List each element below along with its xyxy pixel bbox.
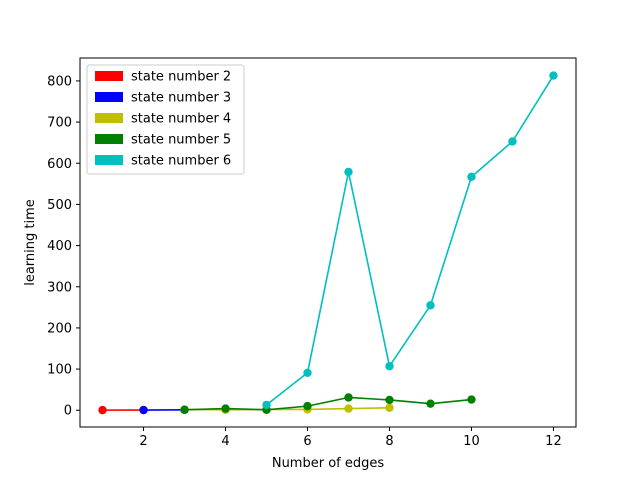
y-axis-label: learning time bbox=[23, 199, 38, 286]
y-tick-label: 500 bbox=[47, 198, 72, 213]
legend-label: state number 2 bbox=[131, 70, 231, 85]
legend-swatch bbox=[95, 155, 123, 165]
legend-swatch bbox=[95, 71, 123, 81]
x-tick-label: 4 bbox=[221, 434, 229, 449]
y-tick-label: 800 bbox=[47, 74, 72, 89]
data-point bbox=[385, 395, 394, 405]
data-point bbox=[385, 361, 394, 371]
legend-label: state number 4 bbox=[131, 112, 231, 127]
x-tick-label: 2 bbox=[139, 434, 147, 449]
data-point bbox=[180, 405, 189, 415]
data-point bbox=[262, 400, 271, 410]
legend-label: state number 5 bbox=[131, 133, 231, 148]
x-tick-label: 6 bbox=[303, 434, 311, 449]
data-point bbox=[467, 172, 476, 182]
data-point bbox=[98, 405, 107, 415]
data-point bbox=[549, 71, 558, 80]
x-axis-label: Number of edges bbox=[272, 456, 385, 471]
y-tick-label: 600 bbox=[47, 157, 72, 172]
data-point bbox=[303, 401, 312, 411]
x-tick-label: 10 bbox=[463, 434, 480, 449]
series-line bbox=[184, 406, 390, 411]
y-axis-ticks: 0 100 200 300 400 500 600 700 800 bbox=[47, 74, 80, 419]
plot-frame bbox=[79, 57, 577, 428]
data-point bbox=[508, 137, 517, 146]
x-tick-label: 12 bbox=[545, 434, 562, 449]
data-point bbox=[221, 404, 230, 413]
data-point bbox=[467, 395, 476, 404]
legend-label: state number 3 bbox=[131, 91, 231, 106]
y-tick-label: 300 bbox=[47, 280, 72, 295]
data-point bbox=[426, 301, 435, 310]
legend-swatch bbox=[95, 134, 123, 144]
data-point bbox=[344, 393, 353, 402]
legend: state number 2 state number 3 state number… bbox=[86, 64, 245, 175]
series-5 bbox=[262, 71, 558, 410]
legend-label: state number 6 bbox=[131, 154, 231, 169]
series-line bbox=[266, 75, 555, 406]
legend-swatch bbox=[95, 92, 123, 102]
legend-swatch bbox=[95, 113, 123, 123]
data-point bbox=[139, 405, 148, 415]
series-line bbox=[184, 396, 472, 411]
y-tick-label: 400 bbox=[47, 239, 72, 254]
legend-box bbox=[86, 64, 245, 175]
y-tick-label: 0 bbox=[64, 404, 72, 419]
data-point bbox=[344, 404, 353, 413]
y-tick-label: 100 bbox=[47, 363, 72, 378]
series-layer bbox=[98, 71, 558, 415]
x-tick-label: 8 bbox=[385, 434, 393, 449]
data-point bbox=[303, 368, 312, 377]
y-tick-label: 200 bbox=[47, 321, 72, 336]
data-point bbox=[385, 403, 394, 412]
y-tick-label: 700 bbox=[47, 116, 72, 131]
data-point bbox=[426, 399, 435, 408]
x-axis-ticks: 2 4 6 8 10 12 bbox=[139, 427, 562, 449]
data-point bbox=[344, 167, 353, 177]
